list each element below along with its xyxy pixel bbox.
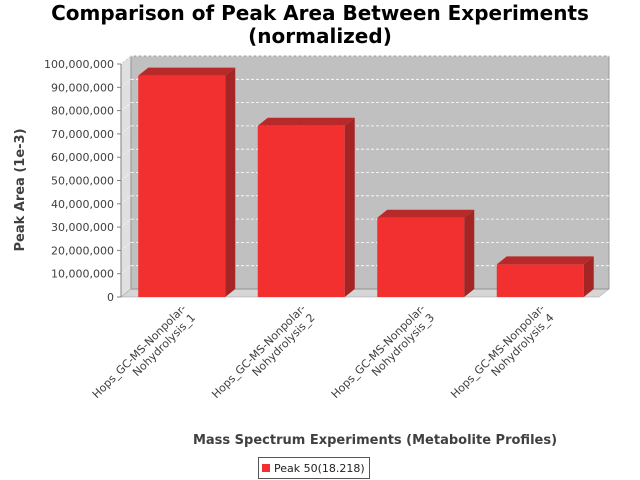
chart-title-line-1: Comparison of Peak Area Between Experime…: [51, 1, 589, 25]
x-axis-title: Mass Spectrum Experiments (Metabolite Pr…: [193, 433, 557, 448]
chart-title-line-2: (normalized): [248, 24, 392, 48]
bar-top: [377, 209, 475, 218]
y-tick-label: 100,000,000: [44, 58, 114, 71]
y-tick-label: 80,000,000: [51, 105, 114, 118]
x-axis: Hops_GC-MS-Nonpolar-Nohydrolysis_1 Hops_G…: [90, 302, 557, 410]
y-tick-label: 0: [107, 291, 114, 304]
x-tick-label: Hops_GC-MS-Nonpolar-Nohydrolysis_4: [448, 302, 556, 410]
bar-top: [496, 256, 594, 265]
y-tick-label: 60,000,000: [51, 151, 114, 164]
legend: Peak 50(18.218): [258, 457, 370, 479]
y-tick-label: 40,000,000: [51, 198, 114, 211]
bar-front: [496, 264, 584, 297]
bar-top: [257, 117, 355, 126]
y-tick-label: 10,000,000: [51, 268, 114, 281]
left-wall: [120, 55, 132, 298]
bar-side: [464, 209, 475, 297]
x-tick-label: Hops_GC-MS-Nonpolar-Nohydrolysis_2: [209, 302, 317, 410]
y-tick-label: 70,000,000: [51, 128, 114, 141]
bar-front: [377, 217, 465, 297]
legend-swatch: [262, 464, 270, 472]
bar-side: [583, 256, 594, 297]
x-tick-label-line: Hops_GC-MS-Nonpolar-: [209, 302, 308, 401]
bar: [377, 209, 475, 297]
bar: [138, 67, 236, 298]
x-tick-label: Hops_GC-MS-Nonpolar-Nohydrolysis_3: [329, 302, 437, 410]
y-tick-label: 90,000,000: [51, 81, 114, 94]
y-axis-title: Peak Area (1e-3): [13, 128, 28, 251]
bars: [138, 67, 594, 298]
y-axis: 0 10,000,000 20,000,000 30,000,000 40,000,00…: [44, 58, 122, 304]
chart-title: Comparison of Peak Area Between Experime…: [0, 2, 640, 48]
bar: [257, 117, 355, 298]
bar-side: [225, 67, 236, 298]
x-tick-label: Hops_GC-MS-Nonpolar-Nohydrolysis_1: [90, 302, 198, 410]
bar: [496, 256, 594, 297]
bar-front: [138, 75, 226, 298]
x-tick-label-line: Hops_GC-MS-Nonpolar-: [448, 302, 547, 401]
bar-front: [257, 125, 345, 298]
bar-side: [344, 117, 355, 298]
x-tick-label-line: Hops_GC-MS-Nonpolar-: [90, 302, 189, 401]
bar-top: [138, 67, 236, 76]
x-tick-label-line: Hops_GC-MS-Nonpolar-: [329, 302, 428, 401]
y-tick-label: 50,000,000: [51, 175, 114, 188]
y-tick-label: 20,000,000: [51, 244, 114, 257]
legend-label: Peak 50(18.218): [274, 461, 365, 475]
y-tick-label: 30,000,000: [51, 221, 114, 234]
